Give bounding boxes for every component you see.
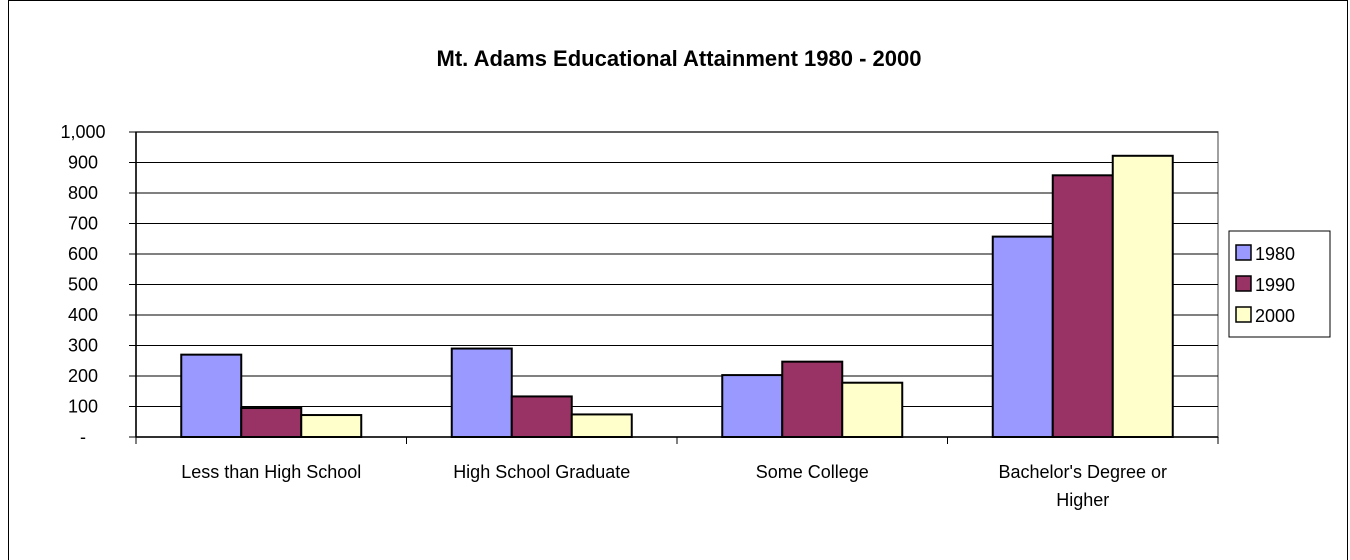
- bar-1990-4: [1051, 174, 1114, 438]
- x-category-label: High School Graduate: [453, 462, 630, 482]
- bar-1990-3: [781, 360, 844, 439]
- y-tick-label: 400: [68, 305, 98, 325]
- legend-swatch-1990: [1235, 275, 1252, 292]
- bar-2000-3: [841, 381, 904, 438]
- legend-label-2000: 2000: [1255, 306, 1295, 326]
- legend-swatch-2000: [1235, 306, 1252, 323]
- bar-2000-1: [300, 414, 363, 439]
- axes: - 100 200 300 400 500 600 700 800 900 1,000 Less th…: [60, 122, 1219, 510]
- y-tick-label: 1,000: [60, 122, 105, 142]
- y-tick-label: 800: [68, 183, 98, 203]
- chart-frame: [8, 0, 1348, 560]
- x-category-label: Some College: [756, 462, 869, 482]
- x-category-label: Higher: [1056, 490, 1109, 510]
- legend: 1980 1990 2000: [1228, 230, 1331, 338]
- bar-1990-2: [510, 395, 573, 438]
- y-tick-label: -: [80, 427, 86, 447]
- bars: [180, 154, 1174, 439]
- bar-2000-2: [570, 413, 633, 438]
- legend-label-1990: 1990: [1255, 275, 1295, 295]
- y-tick-label: 900: [68, 153, 98, 173]
- x-category-label: Less than High School: [181, 462, 361, 482]
- y-tick-label: 500: [68, 275, 98, 295]
- y-tick-label: 700: [68, 214, 98, 234]
- bar-1980-4: [991, 235, 1054, 438]
- legend-swatch-1980: [1235, 244, 1252, 261]
- bar-1990-1: [240, 407, 303, 438]
- x-category-label: Bachelor's Degree or: [998, 462, 1167, 482]
- bar-chart: Mt. Adams Educational Attainment 1980 - …: [60, 46, 1331, 510]
- y-tick-label: 600: [68, 244, 98, 264]
- bar-1980-1: [180, 353, 243, 438]
- chart-title: Mt. Adams Educational Attainment 1980 - …: [437, 46, 922, 71]
- y-tick-label: 300: [68, 336, 98, 356]
- legend-label-1980: 1980: [1255, 244, 1295, 264]
- bar-2000-4: [1111, 154, 1174, 438]
- y-tick-label: 100: [68, 397, 98, 417]
- bar-1980-2: [450, 347, 513, 438]
- bar-1980-3: [721, 374, 784, 438]
- y-tick-label: 200: [68, 366, 98, 386]
